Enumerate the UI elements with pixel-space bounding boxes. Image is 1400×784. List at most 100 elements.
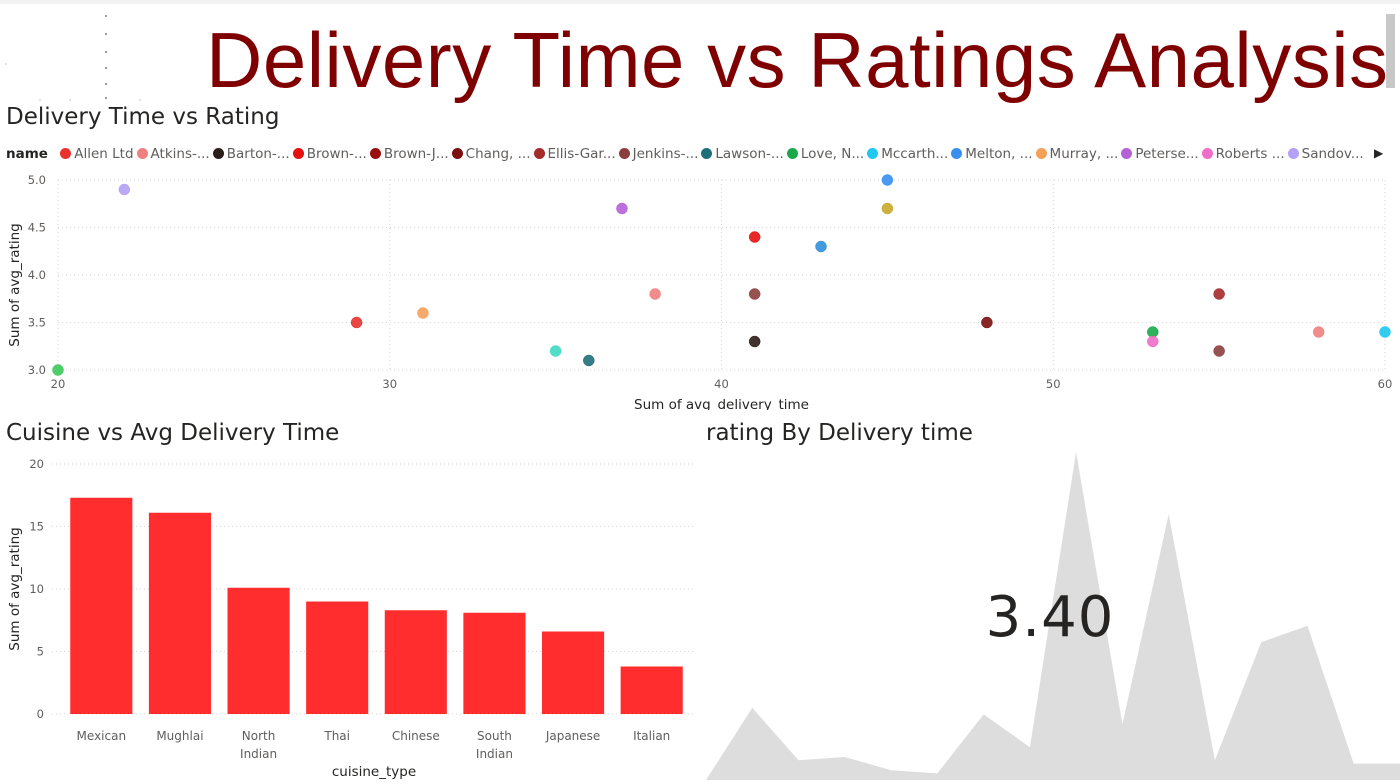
y-tick-label: 3.0: [28, 363, 46, 377]
x-tick-label: Japanese: [545, 729, 601, 743]
scatter-point: [881, 202, 894, 215]
legend-label: Jenkins-...: [632, 146, 699, 162]
x-tick-label: Chinese: [392, 729, 440, 743]
legend-dot-icon: [701, 148, 713, 159]
legend-item[interactable]: Jenkins-...: [618, 146, 699, 162]
legend-item[interactable]: Barton-...: [212, 146, 290, 162]
legend-label: Love, N...: [800, 146, 865, 162]
scatter-point: [350, 316, 363, 329]
legend-item[interactable]: Chang, ...: [451, 146, 531, 162]
legend-label: Barton-...: [226, 146, 290, 162]
legend-heading: name: [6, 146, 48, 162]
legend-dot-icon: [1287, 148, 1299, 159]
x-axis-title: cuisine_type: [332, 764, 416, 780]
bar: [542, 631, 605, 714]
x-tick-label: Thai: [323, 729, 350, 743]
scatter-point: [549, 345, 562, 357]
scatter-point: [1379, 326, 1391, 338]
x-tick-label: Indian: [476, 747, 513, 761]
x-tick-label: North: [242, 729, 276, 743]
y-axis-title: Sum of avg_rating: [7, 223, 23, 346]
legend-dot-icon: [451, 148, 463, 159]
scatter-point: [118, 183, 131, 196]
legend-dot-icon: [212, 148, 224, 159]
legend-item[interactable]: Roberts ...: [1201, 146, 1285, 162]
legend-dot-icon: [867, 148, 879, 159]
bar: [148, 512, 211, 714]
legend-item[interactable]: Atkins-...: [136, 146, 210, 162]
legend-label: Peterse...: [1135, 146, 1199, 162]
area-chart-title: rating By Delivery time: [706, 420, 973, 446]
bar-chart-title: Cuisine vs Avg Delivery Time: [6, 420, 340, 446]
scatter-point: [748, 288, 761, 300]
legend-item[interactable]: Peterse...: [1121, 146, 1199, 162]
y-tick-label: 5: [37, 645, 44, 659]
area-chart: [706, 452, 1400, 780]
y-axis-title: Sum of avg_rating: [7, 527, 23, 650]
legend-item[interactable]: Brown-J...: [369, 146, 449, 162]
legend-dot-icon: [292, 148, 304, 159]
legend-dot-icon: [786, 148, 798, 159]
y-tick-label: 3.5: [28, 316, 46, 330]
scatter-chart: 3.0 3.5 4.0 4.5 5.0 20 30 40 50 60 Sum of avg_deli…: [7, 173, 1393, 410]
legend-label: Murray, ...: [1049, 146, 1119, 162]
legend-item[interactable]: Love, N...: [786, 146, 865, 162]
x-tick-label: Mexican: [77, 729, 127, 743]
bar: [227, 587, 290, 714]
legend-item[interactable]: Lawson-...: [701, 146, 784, 162]
bar: [384, 610, 447, 714]
dashboard-title: Delivery Time vs Ratings Analysis: [206, 16, 1389, 104]
legend-dot-icon: [618, 148, 630, 159]
x-tick-label: 20: [51, 377, 66, 391]
scatter-point: [52, 364, 64, 376]
legend-dot-icon: [951, 148, 963, 159]
x-tick-label: 30: [382, 377, 397, 391]
y-tick-label: 10: [29, 582, 44, 596]
legend-item[interactable]: Brown-...: [292, 146, 367, 162]
legend-item[interactable]: Sandov...: [1287, 146, 1364, 162]
legend-dot-icon: [1121, 148, 1133, 159]
legend-label: Allen Ltd: [74, 146, 134, 162]
legend-label: Brown-...: [306, 146, 367, 162]
scatter-point: [981, 316, 993, 329]
legend-label: Chang, ...: [465, 146, 531, 162]
legend-item[interactable]: Ellis-Gar...: [533, 146, 616, 162]
legend-label: Ellis-Gar...: [547, 146, 616, 162]
legend-next-arrow-icon[interactable]: ▶: [1374, 146, 1384, 160]
scatter-point: [1312, 326, 1325, 338]
scatter-chart-title: Delivery Time vs Rating: [6, 104, 280, 130]
x-tick-label: Indian: [240, 747, 277, 761]
legend-item[interactable]: Melton, ...: [951, 146, 1033, 162]
scatter-point: [748, 335, 761, 348]
top-divider: [0, 0, 1400, 4]
x-tick-label: South: [477, 729, 512, 743]
x-tick-label: 50: [1046, 377, 1061, 391]
x-tick-label: 60: [1378, 377, 1393, 391]
x-tick-label: Italian: [633, 729, 670, 743]
x-tick-label: 40: [714, 377, 729, 391]
legend-dot-icon: [369, 148, 381, 159]
scatter-point: [417, 307, 429, 319]
scatter-point: [583, 354, 595, 367]
legend-item[interactable]: Mccarth...: [867, 146, 948, 162]
legend-dot-icon: [136, 148, 148, 159]
scatter-point: [748, 231, 761, 243]
kpi-rating-value: 3.40: [985, 585, 1115, 650]
x-axis-title: Sum of avg_delivery_time: [634, 397, 809, 410]
x-tick-label: Mughlai: [156, 729, 203, 743]
bar: [306, 601, 369, 714]
scatter-point: [1213, 288, 1225, 300]
legend-label: Atkins-...: [150, 146, 210, 162]
legend-label: Roberts ...: [1215, 146, 1285, 162]
legend-dot-icon: [533, 148, 545, 159]
vertical-scrollbar[interactable]: [1386, 14, 1395, 88]
scatter-point: [881, 174, 894, 186]
legend-dot-icon: [60, 148, 72, 159]
y-tick-label: 15: [29, 520, 44, 534]
legend-item[interactable]: Allen Ltd: [60, 146, 134, 162]
y-tick-label: 4.5: [28, 221, 46, 235]
legend-item[interactable]: Murray, ...: [1035, 146, 1119, 162]
scatter-legend: name Allen Ltd Atkins-... Barton-... Brown-…: [6, 146, 1374, 166]
scatter-point: [1213, 345, 1225, 357]
y-tick-label: 5.0: [28, 173, 46, 187]
